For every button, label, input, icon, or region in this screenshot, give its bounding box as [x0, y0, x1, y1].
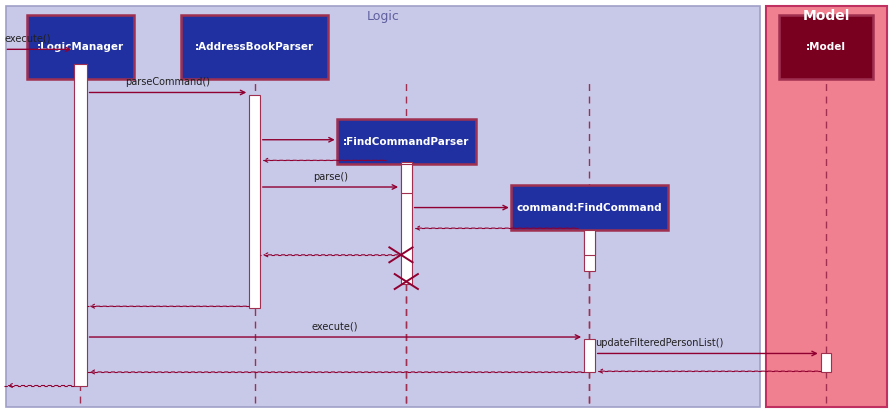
Bar	[6, 6, 760, 407]
Text: execute(): execute()	[4, 33, 51, 43]
Bar	[779, 15, 873, 79]
Bar	[584, 230, 595, 271]
Text: :Model: :Model	[806, 42, 846, 52]
Bar	[27, 15, 134, 79]
Bar	[766, 6, 887, 407]
Bar	[584, 339, 595, 372]
Bar	[511, 185, 668, 230]
Text: :FindCommandParser: :FindCommandParser	[343, 137, 470, 147]
Bar	[338, 119, 475, 164]
Bar	[584, 230, 595, 255]
Text: :AddressBookParser: :AddressBookParser	[195, 42, 314, 52]
Bar	[401, 162, 412, 284]
Bar	[821, 353, 831, 372]
Bar	[74, 64, 87, 386]
Text: parseCommand(): parseCommand()	[125, 77, 211, 87]
Text: execute(): execute()	[312, 322, 358, 332]
Text: Model: Model	[803, 9, 850, 23]
Bar	[401, 164, 412, 193]
Bar	[180, 15, 328, 79]
Text: :LogicManager: :LogicManager	[37, 42, 124, 52]
Bar	[249, 95, 260, 308]
Text: updateFilteredPersonList(): updateFilteredPersonList()	[595, 338, 723, 348]
Text: command:FindCommand: command:FindCommand	[516, 203, 663, 212]
Text: Logic: Logic	[367, 10, 399, 23]
Text: parse(): parse()	[313, 172, 348, 182]
